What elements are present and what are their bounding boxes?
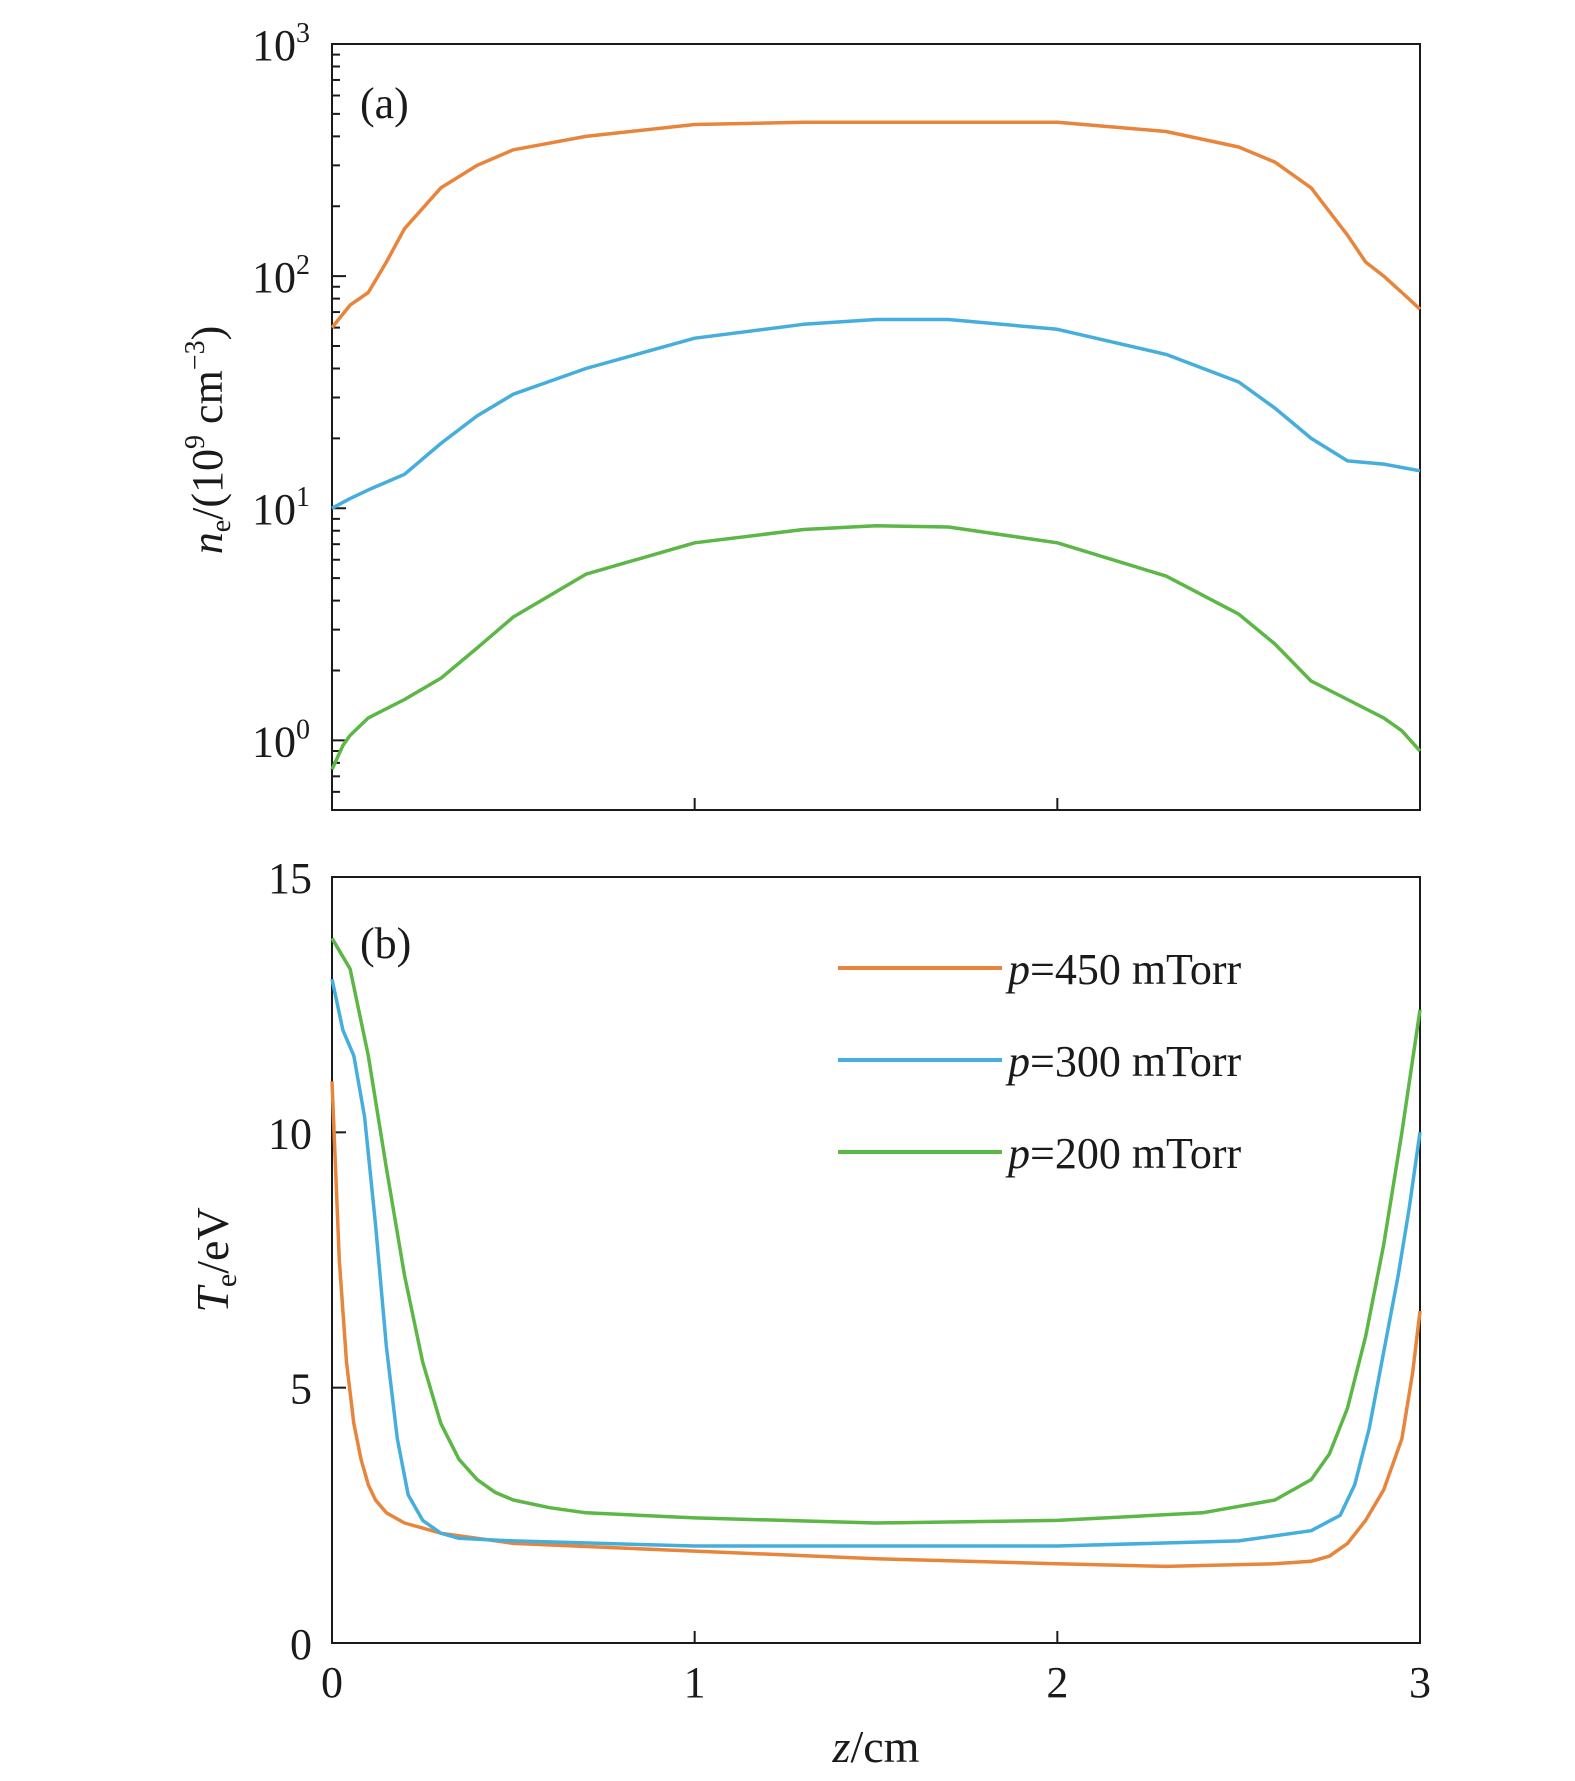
panel-b-tick-labels: 0 5 10 15 0 1 2 3 (268, 854, 1431, 1707)
panel-b-frame (331, 876, 1421, 1644)
panel-a-ytick-label: 100 (252, 714, 310, 766)
panel-a-ytick-label: 101 (252, 482, 310, 534)
legend-label-0: p=450 mTorr (1005, 945, 1241, 994)
panel-b-series-line-2 (330, 937, 1422, 1525)
panel-b-ticks (331, 876, 1421, 1644)
panel-a-series (330, 120, 1422, 771)
panel-b-series (330, 937, 1422, 1569)
panel-b-xtick-label: 0 (321, 1658, 343, 1707)
panel-a-series-line-1 (331, 317, 1421, 510)
panel-b-xtick-label: 2 (1046, 1658, 1068, 1707)
panel-b-ytick-label: 15 (268, 854, 312, 903)
panel-a-ytick-label: 102 (252, 250, 310, 302)
panel-b-ylabel: Te/eV (187, 1207, 243, 1312)
panel-b-series-line-1 (330, 978, 1422, 1548)
panel-b-ytick-label: 5 (290, 1365, 312, 1414)
panel-a-series-line-2 (330, 524, 1422, 771)
panel-a-series-line-0 (330, 120, 1422, 329)
panel-b-series-line-0 (330, 1081, 1422, 1569)
panel-b-label: (b) (360, 919, 411, 968)
panel-b-ytick-label: 10 (268, 1109, 312, 1158)
panel-a-ytick-labels: 100 101 102 103 (252, 18, 310, 766)
panel-b-xtick-label: 3 (1409, 1658, 1431, 1707)
panel-a-frame (331, 43, 1421, 811)
legend-label-2: p=200 mTorr (1005, 1129, 1241, 1178)
panel-b-xtick-label: 1 (684, 1658, 706, 1707)
panel-b-xlabel: z/cm (832, 1721, 920, 1772)
legend: p=450 mTorr p=300 mTorr p=200 mTorr (838, 945, 1241, 1178)
legend-label-1: p=300 mTorr (1005, 1037, 1241, 1086)
panel-b-ytick-label: 0 (290, 1620, 312, 1669)
panel-a-label: (a) (360, 79, 409, 128)
panel-a-ylabel: ne/(109 cm−3) (180, 326, 237, 555)
panel-a-ytick-label: 103 (252, 18, 310, 70)
